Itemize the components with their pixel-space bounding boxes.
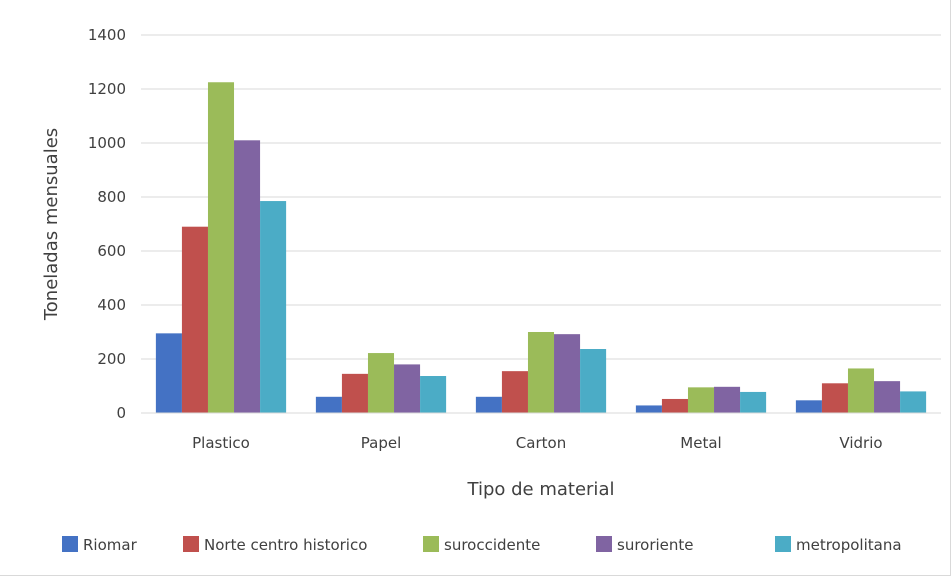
bar [874, 381, 901, 413]
legend-label: suroriente [617, 536, 694, 554]
bar [740, 391, 767, 413]
bar [661, 398, 688, 413]
bar [635, 405, 662, 413]
legend-item: suroccidente [423, 536, 540, 554]
y-tick-label: 1400 [88, 26, 126, 44]
bar [554, 334, 581, 413]
bar [900, 391, 927, 413]
bar [181, 226, 208, 413]
bar [341, 373, 368, 413]
bar [315, 396, 342, 413]
x-axis-title: Tipo de material [467, 479, 615, 500]
x-tick-label: Carton [516, 434, 566, 452]
bar [687, 387, 715, 413]
bar [795, 400, 822, 413]
bar [367, 353, 395, 413]
legend-swatch [183, 536, 199, 552]
x-tick-label: Vidrio [839, 434, 882, 452]
legend-label: suroccidente [444, 536, 540, 554]
bar [260, 201, 287, 413]
y-tick-label: 400 [97, 296, 126, 314]
x-tick-label: Metal [680, 434, 721, 452]
legend-item: metropolitana [775, 536, 902, 554]
legend-label: Norte centro historico [204, 536, 367, 554]
legend: Riomar Norte centro historico suroccidente… [62, 536, 902, 554]
y-tick-label: 1000 [88, 134, 126, 152]
y-tick-label: 200 [97, 350, 126, 368]
legend-swatch [62, 536, 78, 552]
bar [475, 396, 502, 413]
y-axis-title: Toneladas mensuales [41, 128, 62, 321]
legend-swatch [596, 536, 612, 552]
bar [420, 376, 447, 413]
bar [155, 333, 182, 413]
legend-label: metropolitana [796, 536, 902, 554]
bar [234, 140, 261, 414]
bar [394, 364, 421, 413]
bar [527, 332, 555, 413]
x-tick-label: Plastico [192, 434, 250, 452]
x-axis-tick-labels: Plastico Papel Carton Metal Vidrio [192, 434, 882, 452]
bar [580, 349, 607, 413]
y-tick-label: 800 [97, 188, 126, 206]
bar [847, 368, 875, 413]
x-tick-label: Papel [361, 434, 401, 452]
bar [501, 371, 528, 413]
bar [207, 82, 235, 413]
y-axis-tick-labels: 0 200 400 600 800 1000 1200 1400 [88, 26, 126, 422]
legend-item: suroriente [596, 536, 694, 554]
legend-label: Riomar [83, 536, 138, 554]
bars [155, 82, 927, 414]
y-tick-label: 600 [97, 242, 126, 260]
legend-swatch [775, 536, 791, 552]
legend-item: Norte centro historico [183, 536, 367, 554]
bar [821, 383, 848, 413]
legend-item: Riomar [62, 536, 138, 554]
legend-swatch [423, 536, 439, 552]
y-tick-label: 1200 [88, 80, 126, 98]
y-tick-label: 0 [116, 404, 126, 422]
bar [714, 386, 741, 413]
